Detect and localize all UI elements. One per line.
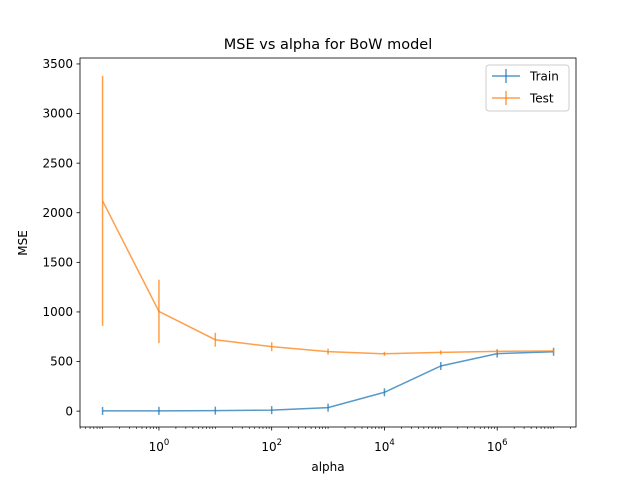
x-axis-label: alpha	[311, 460, 344, 474]
y-tick-label: 500	[50, 355, 73, 369]
plot-area	[101, 75, 555, 415]
legend: Train Test	[485, 64, 570, 112]
y-tick-label: 2000	[42, 206, 73, 220]
x-tick-label: 106	[487, 438, 508, 454]
y-tick-label: 1000	[42, 305, 73, 319]
y-axis-ticks: 0 500 1000 1500 2000 2500 3000 3500	[42, 57, 80, 418]
y-axis-label: MSE	[16, 230, 30, 256]
legend-label-test: Test	[529, 91, 554, 105]
series-line-test	[101, 200, 554, 355]
chart-title: MSE vs alpha for BoW model	[224, 37, 433, 53]
y-tick-label: 1500	[42, 256, 73, 270]
x-tick-label: 100	[149, 438, 170, 454]
x-axis-ticks: 100 102 104 106	[79, 427, 571, 454]
legend-label-train: Train	[529, 69, 559, 83]
y-tick-label: 0	[65, 404, 73, 418]
plot-frame	[79, 57, 577, 428]
x-tick-label: 104	[374, 438, 395, 454]
series-line-train	[102, 351, 554, 412]
y-tick-label: 3500	[42, 57, 73, 71]
y-tick-label: 2500	[42, 156, 73, 170]
y-tick-label: 3000	[42, 107, 73, 121]
x-tick-label: 102	[261, 438, 282, 454]
